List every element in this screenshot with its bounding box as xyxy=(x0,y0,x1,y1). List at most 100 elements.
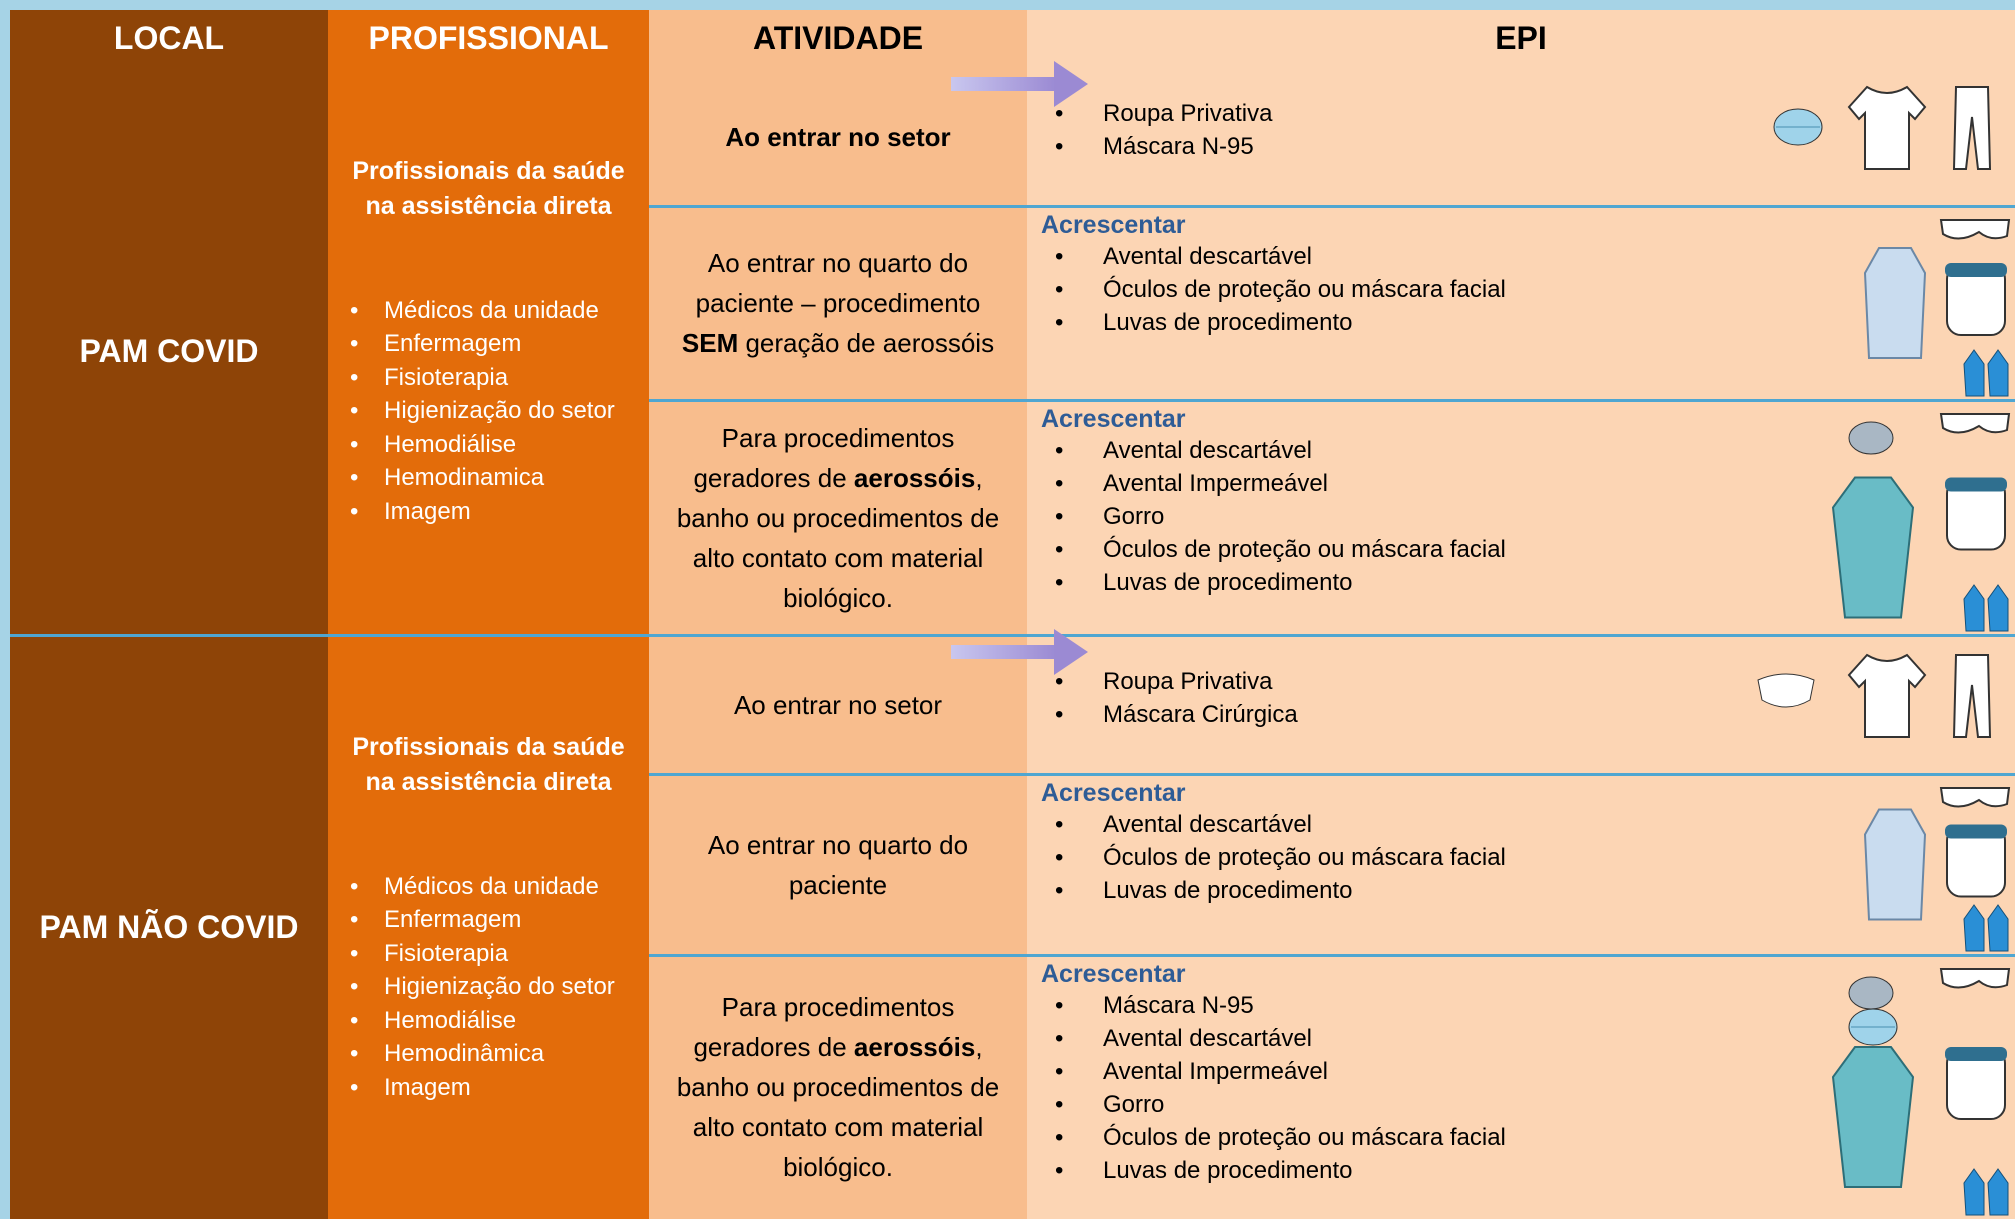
atividade-text: Ao entrar no setor xyxy=(734,685,942,725)
atividade-segment: aerossóis xyxy=(853,462,976,493)
prof-item: Hemodiálise xyxy=(384,428,649,462)
epi-item: Óculos de proteção ou máscara facial xyxy=(1103,273,2015,306)
epi-item: Avental Impermeável xyxy=(1103,467,2015,500)
epi-cell: AcrescentarAvental descartávelÓculos de … xyxy=(1027,774,2015,955)
column-header: ATIVIDADE xyxy=(649,10,1027,67)
prof-item: Imagem xyxy=(384,495,649,529)
epi-label: Acrescentar xyxy=(1041,405,1186,433)
epi-item: Gorro xyxy=(1103,500,2015,533)
atividade-segment: , banho ou procedimentos de alto contato… xyxy=(676,1032,1000,1182)
prof-item: Higienização do setor xyxy=(384,394,649,428)
atividade: Para procedimentos geradores de aerossói… xyxy=(649,400,1027,635)
icon xyxy=(1847,85,1927,170)
epi-item: Avental descartável xyxy=(1103,434,2015,467)
atividade-text: Ao entrar no quarto do paciente xyxy=(667,825,1009,905)
prof-item: Higienização do setor xyxy=(384,970,649,1004)
prof-title: Profissionais da saúde na assistência di… xyxy=(352,732,625,796)
epi-item: Avental descartável xyxy=(1103,240,2015,273)
epi-item: Óculos de proteção ou máscara facial xyxy=(1103,1121,2015,1154)
atividade: Ao entrar no quarto do paciente – proced… xyxy=(649,206,1027,400)
prof-item: Hemodiálise xyxy=(384,1004,649,1038)
icon xyxy=(1939,968,2011,989)
epi-list: Avental descartávelÓculos de proteção ou… xyxy=(1041,240,2015,339)
prof-list: Médicos da unidadeEnfermagemFisioterapia… xyxy=(328,870,649,1105)
icon xyxy=(1963,349,2009,397)
atividade-segment: aerossóis xyxy=(853,1032,976,1062)
epi-item: Óculos de proteção ou máscara facial xyxy=(1103,841,2015,874)
profissional: Profissionais da saúde na assistência di… xyxy=(328,635,649,1219)
atividade-segment: , banho ou procedimentos de alto contato… xyxy=(676,462,1000,613)
arrow xyxy=(1054,629,1088,675)
epi-item: Roupa Privativa xyxy=(1103,665,2015,698)
section-separator xyxy=(10,634,2015,637)
icon xyxy=(1945,477,2007,492)
epi-label: Acrescentar xyxy=(1041,211,1186,239)
atividade-text: Ao entrar no quarto do paciente – proced… xyxy=(667,243,1009,363)
local: PAM COVID xyxy=(10,67,328,635)
atividade: Para procedimentos geradores de aerossói… xyxy=(649,955,1027,1219)
prof-list: Médicos da unidadeEnfermagemFisioterapia… xyxy=(328,294,649,529)
epi-cell: Roupa PrivativaMáscara Cirúrgica xyxy=(1027,635,2015,774)
arrow xyxy=(1054,61,1088,107)
epi-item: Luvas de procedimento xyxy=(1103,874,2015,907)
icon xyxy=(1831,476,1915,619)
prof-item: Enfermagem xyxy=(384,903,649,937)
epi-item: Luvas de procedimento xyxy=(1103,1154,2015,1187)
icon xyxy=(1757,673,1815,708)
epi-list: Avental descartávelÓculos de proteção ou… xyxy=(1041,808,2015,907)
prof-title: Profissionais da saúde na assistência di… xyxy=(352,156,625,220)
prof-item: Hemodinâmica xyxy=(384,1037,649,1071)
epi-cell: Roupa PrivativaMáscara N-95 xyxy=(1027,67,2015,206)
epi-list: Roupa PrivativaMáscara N-95 xyxy=(1041,97,2015,163)
epi-item: Máscara Cirúrgica xyxy=(1103,698,2015,731)
atividade-text: Ao entrar no setor xyxy=(725,117,950,157)
atividade-segment: Para procedimentos geradores de xyxy=(693,992,955,1062)
epi-item: Óculos de proteção ou máscara facial xyxy=(1103,533,2015,566)
atividade-segment: SEM xyxy=(681,328,739,358)
atividade-segment: Ao entrar no setor xyxy=(733,689,943,720)
icon xyxy=(1939,219,2011,240)
epi-item: Luvas de procedimento xyxy=(1103,306,2015,339)
row-separator xyxy=(649,205,2015,208)
prof-item: Médicos da unidade xyxy=(384,870,649,904)
prof-item: Enfermagem xyxy=(384,327,649,361)
column-header: EPI xyxy=(1027,10,2015,67)
prof-item: Fisioterapia xyxy=(384,361,649,395)
icon xyxy=(1831,1046,1915,1188)
icon xyxy=(1963,904,2009,952)
epi-item: Gorro xyxy=(1103,1088,2015,1121)
icon xyxy=(1952,654,1992,738)
row-separator xyxy=(649,399,2015,402)
epi-item: Avental Impermeável xyxy=(1103,1055,2015,1088)
icon xyxy=(1939,787,2011,808)
icon xyxy=(1863,808,1927,921)
epi-list: Roupa PrivativaMáscara Cirúrgica xyxy=(1041,665,2015,731)
row-separator xyxy=(649,773,2015,776)
atividade-segment: Ao entrar no setor xyxy=(725,121,951,152)
epi-item: Avental descartável xyxy=(1103,1022,2015,1055)
icon xyxy=(1945,263,2007,277)
icon xyxy=(1848,421,1894,455)
prof-item: Fisioterapia xyxy=(384,937,649,971)
prof-item: Imagem xyxy=(384,1071,649,1105)
atividade-segment: Ao entrar no quarto do paciente – proced… xyxy=(695,248,981,318)
epi-item: Avental descartável xyxy=(1103,808,2015,841)
atividade: Ao entrar no quarto do paciente xyxy=(649,774,1027,955)
atividade-text: Para procedimentos geradores de aerossói… xyxy=(667,987,1009,1187)
epi-list: Avental descartávelAvental ImpermeávelGo… xyxy=(1041,434,2015,599)
icon xyxy=(1952,86,1992,170)
epi-item: Roupa Privativa xyxy=(1103,97,2015,130)
icon xyxy=(1945,1047,2007,1061)
icon xyxy=(1963,584,2009,632)
atividade-text: Para procedimentos geradores de aerossói… xyxy=(667,418,1009,618)
column-header: PROFISSIONAL xyxy=(328,10,649,67)
prof-item: Hemodinamica xyxy=(384,461,649,495)
epi-label: Acrescentar xyxy=(1041,779,1186,807)
icon xyxy=(1939,413,2011,434)
icon xyxy=(1863,247,1927,359)
epi-label: Acrescentar xyxy=(1041,960,1186,988)
epi-item: Luvas de procedimento xyxy=(1103,566,2015,599)
epi-cell: AcrescentarAvental descartávelÓculos de … xyxy=(1027,206,2015,400)
